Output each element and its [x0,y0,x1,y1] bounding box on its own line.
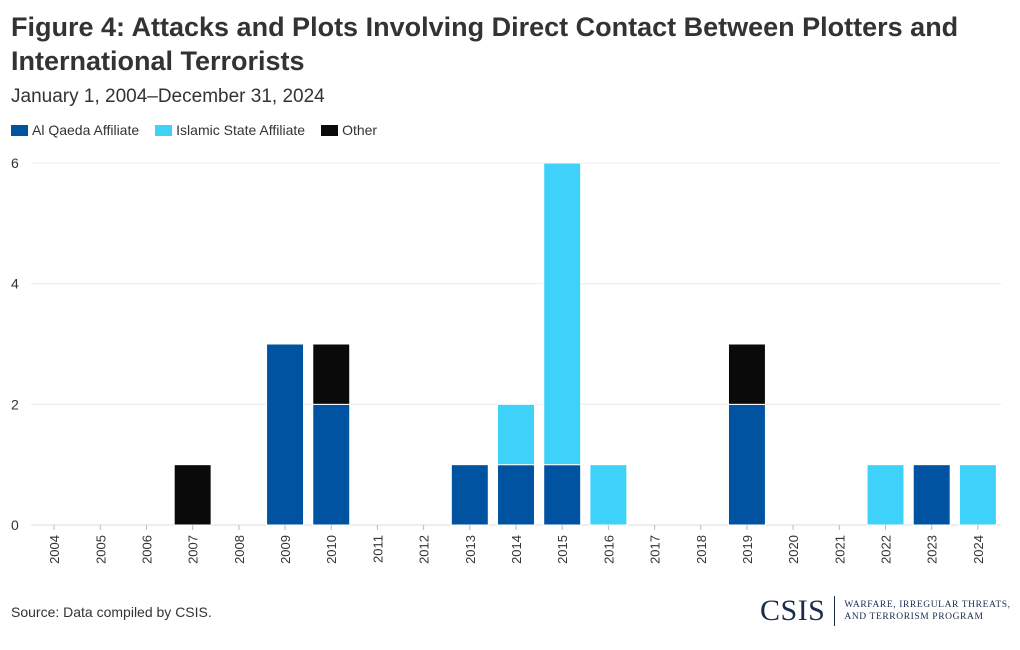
x-tick-label: 2018 [694,535,709,564]
x-tick-label: 2024 [971,535,986,564]
x-tick-label: 2022 [879,535,894,564]
bar-segment [497,464,535,526]
bar-segment [497,403,535,466]
x-tick-label: 2017 [648,535,663,564]
bar-segment [312,343,351,405]
x-tick-label: 2016 [601,535,616,564]
x-tick-label: 2013 [463,535,478,564]
x-tick-label: 2005 [93,535,108,564]
y-tick-label: 4 [11,276,19,292]
x-tick-label: 2019 [740,535,755,564]
legend-swatch-other [321,124,339,136]
x-tick-label: 2015 [555,535,570,564]
bar-segment [589,464,628,526]
legend-item-al-qaeda: Al Qaeda Affiliate [11,122,139,138]
legend-label-islamic-state: Islamic State Affiliate [176,122,306,138]
legend-label-al-qaeda: Al Qaeda Affiliate [32,122,140,138]
bar-segment [912,464,951,526]
source-note: Source: Data compiled by CSIS. [11,604,212,620]
x-tick-label: 2004 [47,535,62,564]
bar-segment [173,464,212,526]
legend-item-other: Other [321,122,377,138]
y-tick-label: 2 [11,396,19,412]
legend-swatch-islamic-state [155,124,173,136]
bar-segment [958,464,997,526]
x-tick-label: 2011 [370,535,385,563]
x-tick-label: 2014 [509,535,524,564]
x-tick-label: 2009 [278,535,293,564]
legend-item-islamic-state: Islamic State Affiliate [155,122,305,138]
legend: Al Qaeda Affiliate Islamic State Affilia… [11,122,393,138]
bar-segment [727,403,766,526]
y-tick-label: 6 [11,155,19,171]
x-tick-label: 2010 [324,535,339,564]
legend-swatch-al-qaeda [11,124,28,136]
x-tick-label: 2007 [186,535,201,564]
bar-segment [543,464,582,526]
x-tick-label: 2020 [786,535,801,564]
program-name-line-1: WARFARE, IRREGULAR THREATS, [844,600,1011,610]
chart-title: Figure 4: Attacks and Plots Involving Di… [11,12,959,76]
bar-segment [312,403,351,526]
logo-divider [834,596,836,626]
program-name: WARFARE, IRREGULAR THREATS, AND TERRORIS… [844,599,1010,623]
legend-label-other: Other [342,122,378,138]
bar-segment [543,162,582,466]
bar-segment [727,343,766,405]
program-name-line-2: AND TERRORISM PROGRAM [844,612,984,622]
bar-segment [866,464,905,526]
stacked-bar-chart: 0 2 4 6 2004 2005 2006 2007 2008 2009 2010 2011 2012… [11,155,1001,564]
x-tick-label: 2012 [417,535,432,564]
x-tick-label: 2008 [232,535,247,564]
x-tick-label: 2006 [139,535,154,564]
y-tick-label: 0 [11,517,19,533]
x-tick-label: 2021 [832,535,847,564]
bar-segment [450,464,489,526]
bar-segment [266,343,305,526]
chart-subtitle: January 1, 2004–December 31, 2024 [11,86,325,107]
x-tick-label: 2023 [925,535,940,564]
csis-logo: CSIS WARFARE, IRREGULAR THREATS, AND TER… [760,594,1011,628]
logo-mark: CSIS [760,594,826,627]
